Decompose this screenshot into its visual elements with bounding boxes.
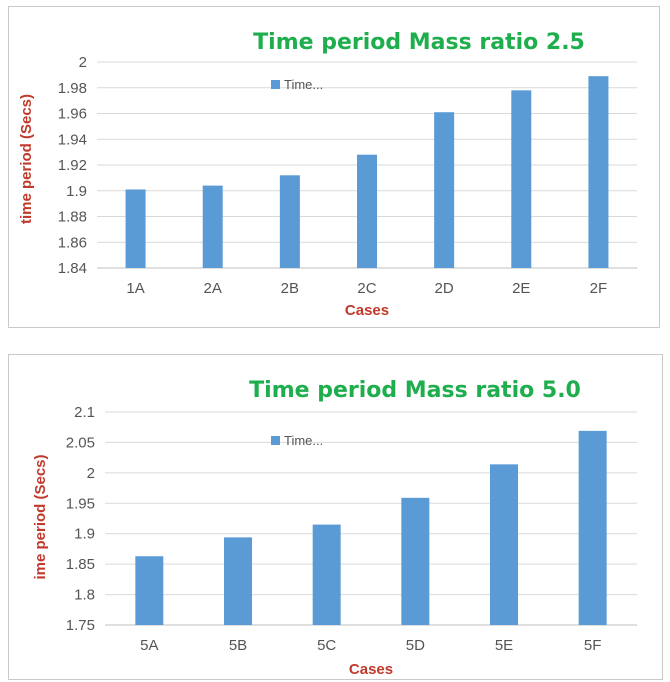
y-axis-title: time period (Secs) — [18, 94, 35, 224]
y-tick-label: 1.9 — [74, 526, 95, 543]
legend-swatch — [271, 80, 280, 89]
y-tick-label: 1.96 — [58, 106, 87, 123]
y-tick-label: 2 — [87, 465, 95, 482]
y-tick-label: 1.75 — [66, 617, 95, 634]
y-tick-label: 1.92 — [58, 157, 87, 174]
bar-1A — [125, 189, 146, 268]
y-tick-label: 1.8 — [74, 587, 95, 604]
y-tick-label: 1.9 — [66, 183, 87, 200]
x-tick-label: 2B — [281, 280, 299, 297]
bar-2A — [202, 185, 223, 268]
x-tick-label: 2F — [590, 280, 608, 297]
x-tick-label: 2C — [357, 280, 376, 297]
x-tick-label: 2D — [435, 280, 454, 297]
bar-2F — [588, 76, 609, 268]
bar-2E — [511, 90, 532, 268]
y-tick-label: 2.05 — [66, 434, 95, 451]
x-tick-label: 5C — [317, 637, 336, 654]
bar-5A — [135, 556, 164, 625]
y-tick-label: 2 — [79, 54, 87, 71]
chart-panel-mass-ratio-5-0: Time period Mass ratio 5.0 1.75 1.8 1.85 1.9… — [8, 354, 663, 680]
x-tick-label: 2E — [512, 280, 530, 297]
y-tick-label: 1.94 — [58, 131, 87, 148]
bar-5F — [578, 430, 607, 625]
x-tick-label: 2A — [204, 280, 222, 297]
bar-5C — [312, 524, 341, 625]
x-tick-label: 5B — [229, 637, 247, 654]
bar-5D — [401, 497, 430, 625]
y-tick-label: 2.1 — [74, 404, 95, 421]
y-tick-label: 1.84 — [58, 260, 87, 277]
x-tick-label: 5E — [495, 637, 513, 654]
bar-2C — [357, 154, 377, 268]
bar-2D — [434, 112, 455, 269]
bar-chart-mass-ratio-5-0: Time period Mass ratio 5.0 1.75 1.8 1.85 1.9… — [32, 378, 637, 678]
y-tick-label: 1.86 — [58, 234, 87, 251]
chart-panel-mass-ratio-2-5: Time period Mass ratio 2.5 1.84 1.86 1.88 1.… — [8, 6, 660, 328]
x-tick-label: 5D — [406, 637, 425, 654]
y-axis-title: ime period (Secs) — [32, 454, 49, 579]
x-axis-title: Cases — [345, 302, 389, 319]
x-tick-label: 1A — [126, 280, 144, 297]
chart-title: Time period Mass ratio 5.0 — [249, 378, 581, 403]
legend-swatch — [271, 436, 280, 445]
bar-chart-mass-ratio-2-5: Time period Mass ratio 2.5 1.84 1.86 1.88 1.… — [18, 30, 637, 319]
bar-5B — [224, 537, 252, 625]
chart-title: Time period Mass ratio 2.5 — [253, 30, 585, 55]
x-tick-label: 5F — [584, 637, 602, 654]
x-tick-label: 5A — [140, 637, 158, 654]
y-tick-label: 1.85 — [66, 556, 95, 573]
legend-label: Time... — [284, 433, 323, 448]
bar-2B — [279, 175, 300, 268]
y-tick-label: 1.95 — [66, 495, 95, 512]
x-axis-title: Cases — [349, 661, 393, 678]
bar-5E — [490, 464, 518, 625]
legend-label: Time... — [284, 77, 323, 92]
y-tick-label: 1.98 — [58, 80, 87, 97]
y-tick-label: 1.88 — [58, 209, 87, 226]
